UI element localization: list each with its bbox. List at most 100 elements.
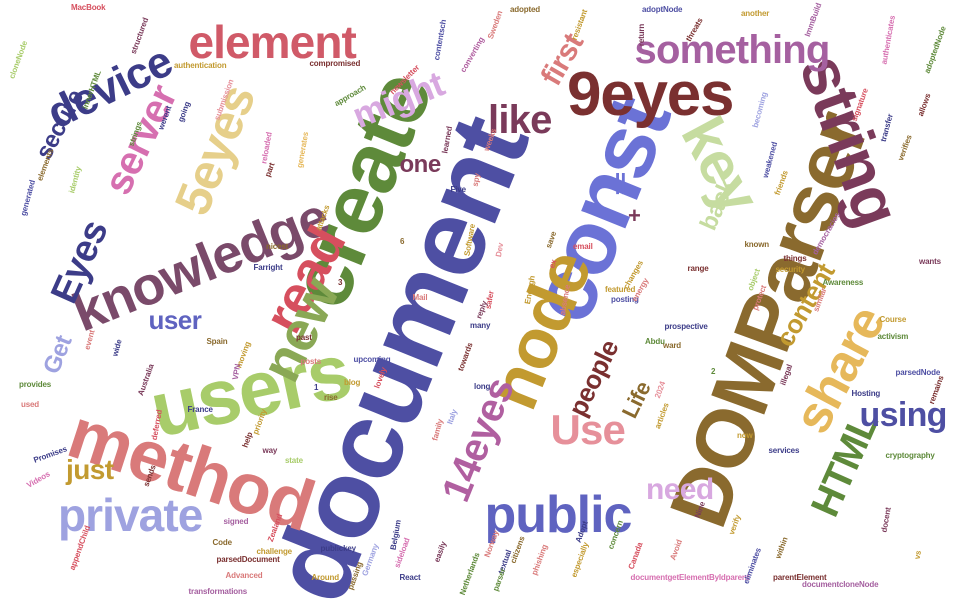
word-vs: vs	[912, 549, 923, 560]
word-part: part	[263, 161, 277, 179]
word-docent: docent	[879, 506, 893, 534]
word-reloaded: reloaded	[259, 131, 274, 165]
word-known: known	[744, 240, 770, 249]
word-canada: Canada	[626, 541, 645, 571]
word-past: past	[296, 333, 312, 342]
word-especially: especially	[568, 541, 590, 579]
word-five: Five	[450, 185, 467, 194]
word-upcoming: upcoming	[353, 355, 391, 364]
word-one: one	[399, 151, 442, 178]
word-nicest: nicest	[266, 242, 289, 251]
word-contentsch: contentsch	[431, 18, 448, 61]
word-compromised: compromised	[309, 59, 361, 68]
word-symbol: ||	[614, 169, 627, 194]
word-documentgetelementbyidparent: documentgetElementByIdparent	[630, 573, 750, 582]
word-now: now	[737, 431, 753, 440]
word-state: state	[285, 456, 303, 465]
word-resistant: resistant	[569, 8, 590, 42]
word-parseddocument: parsedDocument	[216, 555, 280, 564]
word-react: React	[399, 573, 421, 582]
word-email: email	[573, 242, 593, 251]
word-avoid: Avoid	[667, 538, 684, 562]
word-posting: posting	[611, 295, 639, 304]
word-blog: blog	[344, 378, 361, 387]
word-videos: Videos	[24, 469, 51, 490]
word-farright: Farright	[253, 263, 283, 272]
word-netherlands: Netherlands	[457, 551, 482, 597]
word-parser: parser	[491, 567, 508, 593]
word-provides: provides	[19, 380, 52, 389]
word-long: long	[474, 382, 491, 391]
word-like: like	[488, 98, 552, 142]
word-rise: rise	[324, 393, 338, 402]
word-hosting: Hosting	[851, 389, 881, 398]
word-awareness: Awareness	[822, 278, 864, 287]
word-challenge: challenge	[256, 547, 293, 556]
word-element: element	[188, 16, 357, 68]
word-abdu: Abdu	[645, 337, 665, 346]
word-articles: articles	[652, 401, 671, 430]
word-phishing: phishing	[529, 543, 550, 577]
word-2024: 2024	[652, 380, 667, 400]
word-publickey: publickey	[320, 544, 357, 553]
word-used: used	[21, 400, 40, 409]
word-cryptography: cryptography	[885, 451, 935, 460]
word-many: many	[470, 321, 491, 330]
word-sweden: Sweden	[485, 9, 504, 41]
word-identity: identity	[66, 165, 83, 195]
word-verifies: verifies	[895, 133, 914, 162]
word-clonenode: cloneNode	[6, 39, 29, 80]
word-1: 1	[314, 383, 319, 392]
word-easily: easily	[431, 540, 448, 564]
word-activism: activism	[877, 332, 909, 341]
word-public: public	[484, 486, 633, 544]
word-course: Course	[879, 315, 907, 324]
word-macbook: MacBook	[71, 3, 106, 12]
word-adoptnode: adoptNode	[642, 5, 683, 14]
word-2: 2	[711, 367, 716, 376]
word-range: range	[687, 264, 709, 273]
word-ward: ward	[663, 341, 682, 350]
word-posts: posts	[300, 357, 322, 366]
word-return: return	[637, 23, 647, 47]
word-prospective: prospective	[664, 322, 708, 331]
word-using: using	[859, 396, 948, 434]
word-becoming: becoming	[750, 91, 769, 129]
word-security: security	[775, 265, 806, 274]
word-use: Use	[550, 406, 626, 453]
word-parentelement: parentElement	[773, 573, 827, 582]
word-parsednode: parsedNode	[895, 368, 941, 377]
word-wide: wide	[110, 338, 124, 358]
word-france: France	[187, 405, 213, 414]
word-get: Get	[37, 331, 78, 378]
word-another: another	[741, 9, 770, 18]
word-allows: allows	[916, 92, 933, 118]
word-things: things	[783, 254, 807, 263]
word-something: something	[634, 28, 831, 72]
word-spain: Spain	[206, 337, 228, 346]
word-symbol: +	[628, 203, 641, 228]
word-generated: generated	[18, 178, 37, 217]
word-authentication: authentication	[174, 61, 227, 70]
word-services: services	[768, 446, 800, 455]
word-signed: signed	[223, 517, 249, 526]
word-6: 6	[400, 237, 405, 246]
word-need: need	[646, 473, 714, 506]
word-documentclonenode: documentcloneNode	[802, 580, 879, 589]
word-featured: featured	[605, 285, 636, 294]
word-user: user	[148, 305, 202, 335]
word-private: private	[58, 489, 203, 541]
word-adoptednode: adoptedNode	[922, 25, 948, 75]
word-generates: generates	[295, 131, 311, 169]
word-code: Code	[212, 538, 233, 547]
word-within: within	[773, 535, 790, 560]
word-9eyes: 9eyes	[567, 60, 734, 129]
word-mail: Mail	[412, 293, 428, 302]
word-eliminates: eliminates	[741, 546, 763, 586]
word-adopted: adopted	[510, 5, 540, 14]
word-advanced: Advanced	[225, 571, 263, 580]
word-transformations: transformations	[188, 587, 248, 596]
word-converting: converting	[457, 35, 486, 75]
word-around: Around	[311, 573, 340, 582]
word-just: just	[66, 454, 114, 485]
